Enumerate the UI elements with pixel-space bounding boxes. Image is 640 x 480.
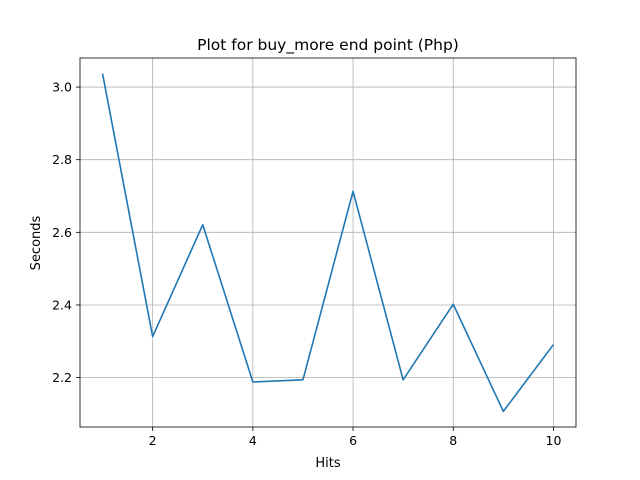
y-tick-label: 2.8	[52, 152, 72, 167]
data-series	[101, 73, 555, 413]
x-axis-label: Hits	[315, 456, 340, 471]
series-line	[101, 73, 555, 413]
x-tick-label: 8	[449, 433, 457, 448]
y-axis-label: Seconds	[29, 215, 44, 270]
x-tick-label: 10	[546, 433, 562, 448]
y-tick-label: 3.0	[52, 80, 72, 95]
y-tick-label: 2.4	[52, 297, 72, 312]
ticks: 2 4 6 8 10 2.2 2.4 2.6 2.8 3.0	[52, 80, 561, 448]
chart-title: Plot for buy_more end point (Php)	[197, 36, 459, 55]
y-tick-label: 2.6	[52, 225, 72, 240]
y-tick-label: 2.2	[52, 370, 72, 385]
plot-frame	[79, 57, 577, 428]
x-tick-label: 2	[149, 433, 157, 448]
grid	[80, 58, 576, 427]
x-tick-label: 4	[249, 433, 257, 448]
x-tick-label: 6	[349, 433, 357, 448]
